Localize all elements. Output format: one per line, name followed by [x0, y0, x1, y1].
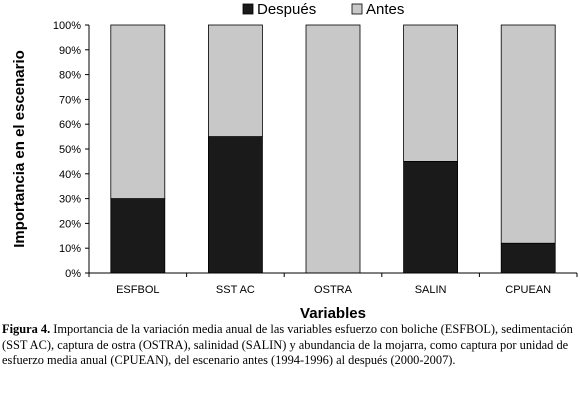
bar-segment-despues: [500, 242, 556, 274]
bar-segment-antes: [403, 24, 459, 162]
x-axis-label: Variables: [300, 305, 366, 320]
x-tick-label: SALIN: [415, 284, 447, 296]
bar-segment-despues: [403, 160, 459, 274]
bar-segment-despues: [207, 136, 263, 274]
x-tick-label: ESFBOL: [116, 284, 159, 296]
stacked-bar-chart: Después Antes 0% 10% 20% 30% 40% 50% 60% 70% 80% 9…: [11, 1, 578, 320]
y-tick-label: 80%: [59, 70, 81, 82]
y-axis: 0% 10% 20% 30% 40% 50% 60% 70% 80% 90% 100%: [53, 20, 89, 280]
y-tick-label: 90%: [59, 45, 81, 57]
y-tick-label: 30%: [59, 194, 81, 206]
y-tick-label: 40%: [59, 169, 81, 181]
y-tick-label: 0%: [65, 268, 81, 280]
y-tick-label: 70%: [59, 94, 81, 106]
bar-segment-antes: [207, 24, 263, 137]
caption-text: Importancia de la variación media anual …: [2, 322, 573, 367]
y-axis-label: Importancia en el escenario: [11, 50, 28, 248]
y-tick-label: 10%: [59, 243, 81, 255]
caption-label: Figura 4.: [2, 322, 51, 336]
legend: Después Antes: [242, 1, 404, 18]
bar-segment-antes: [500, 24, 556, 244]
y-tick-label: 100%: [53, 20, 81, 32]
legend-swatch: [351, 3, 363, 15]
x-tick-label: SST AC: [216, 284, 255, 296]
legend-label: Antes: [366, 1, 404, 18]
figure-caption: Figura 4. Importancia de la variación me…: [2, 322, 578, 369]
legend-swatch: [242, 3, 254, 15]
y-tick-label: 50%: [59, 144, 81, 156]
bar-segment-despues: [110, 198, 166, 274]
legend-label: Después: [257, 1, 316, 18]
bars: [110, 24, 556, 274]
bar-segment-antes: [305, 24, 361, 274]
y-tick-label: 20%: [59, 218, 81, 230]
x-tick-label: CPUEAN: [505, 284, 551, 296]
y-tick-label: 60%: [59, 119, 81, 131]
x-tick-label: OSTRA: [314, 284, 353, 296]
x-axis: ESFBOL SST AC OSTRA SALIN CPUEAN: [88, 273, 578, 296]
bar-segment-antes: [110, 24, 166, 200]
